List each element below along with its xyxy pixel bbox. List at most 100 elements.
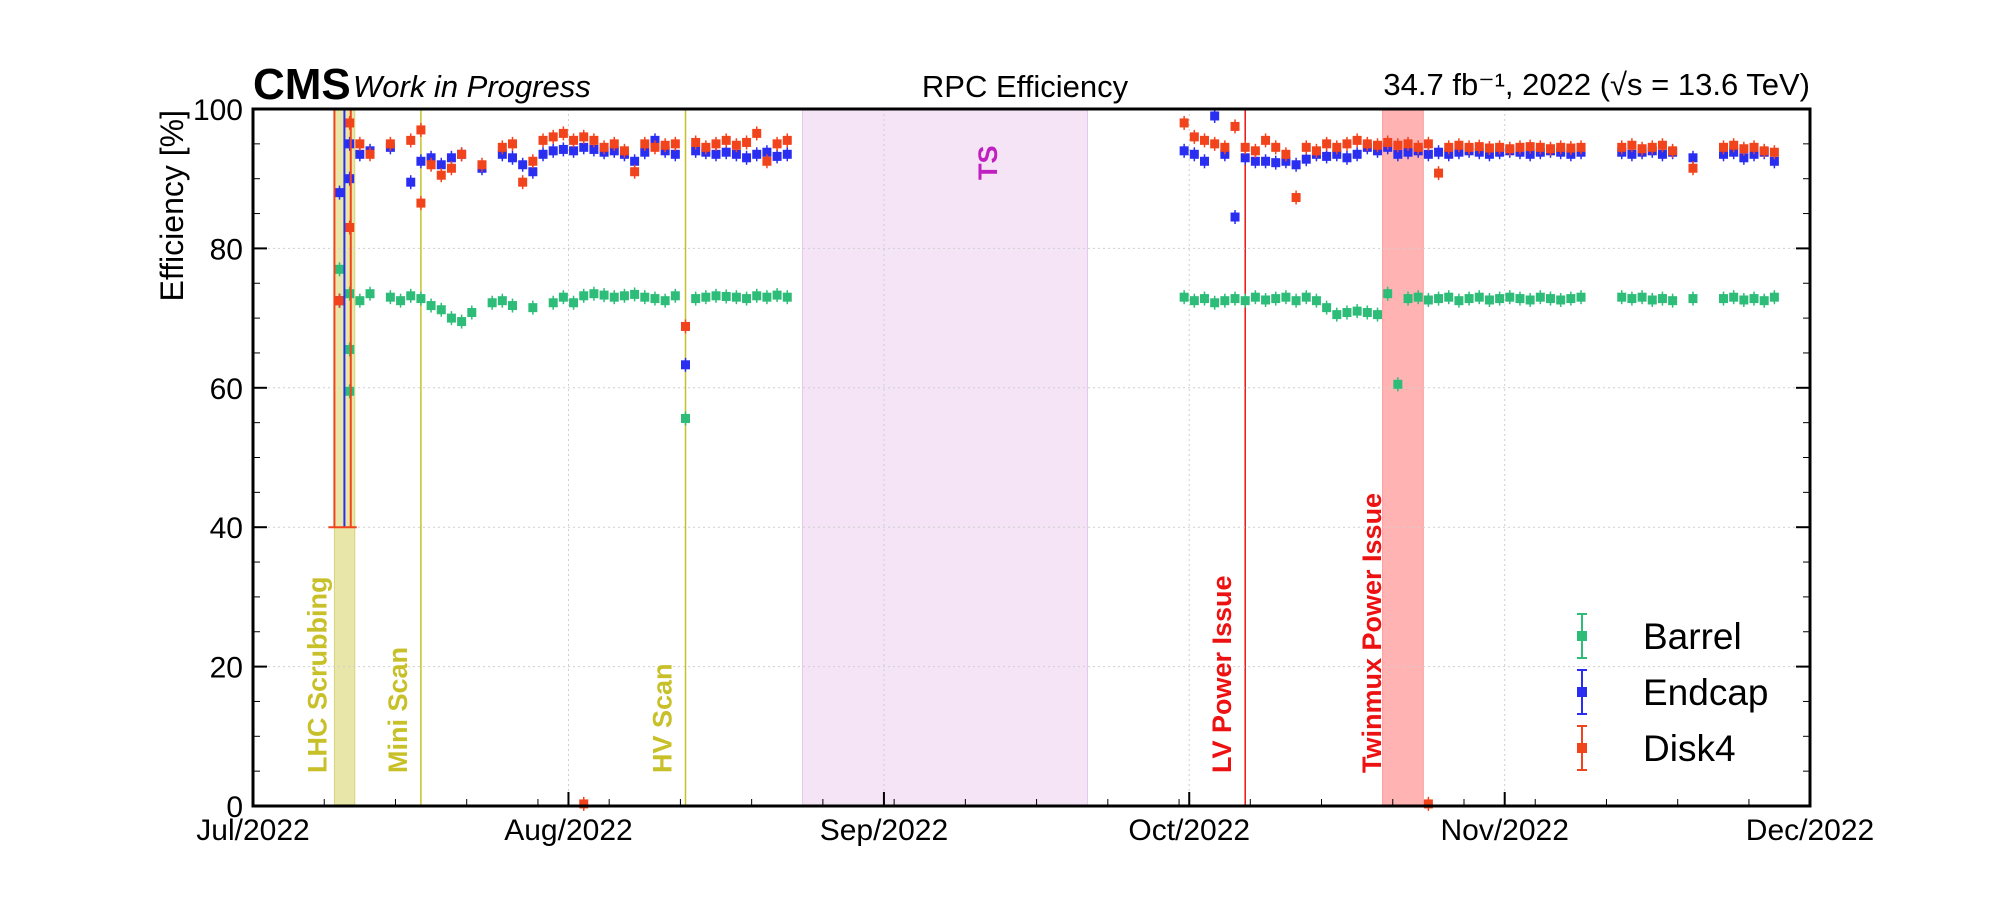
data-point-barrel	[1373, 307, 1382, 322]
data-point-endcap	[1322, 149, 1332, 164]
marker	[752, 128, 762, 138]
marker	[1332, 142, 1342, 152]
data-point-disk4	[1749, 140, 1759, 155]
data-point-barrel	[1749, 291, 1759, 306]
data-point-barrel	[660, 293, 670, 308]
data-point-barrel	[1617, 290, 1627, 305]
data-point-disk4	[508, 136, 517, 151]
marker	[1311, 296, 1321, 306]
marker	[1668, 296, 1678, 306]
marker	[1729, 140, 1739, 150]
data-point-disk4	[762, 154, 772, 169]
data-point-disk4	[579, 796, 589, 811]
data-point-disk4	[569, 133, 579, 148]
marker	[569, 298, 579, 308]
marker	[1434, 294, 1444, 304]
data-point-disk4	[1637, 141, 1647, 156]
data-point-barrel	[1759, 293, 1769, 308]
data-point-disk4	[1322, 136, 1332, 151]
marker	[772, 290, 782, 300]
data-point-barrel	[640, 290, 650, 305]
marker	[1383, 289, 1393, 299]
marker	[721, 291, 731, 301]
marker	[446, 313, 456, 323]
data-point-disk4	[1342, 136, 1352, 151]
data-point-disk4	[1566, 141, 1576, 156]
marker	[1566, 294, 1576, 304]
legend-entry-disk4: Disk4	[1577, 725, 1736, 771]
data-point-barrel	[1484, 292, 1494, 307]
data-point-endcap	[1261, 154, 1271, 169]
marker	[1515, 142, 1525, 152]
marker	[762, 292, 772, 302]
data-point-disk4	[1546, 141, 1555, 156]
data-point-barrel	[528, 300, 538, 315]
data-point-barrel	[1495, 291, 1505, 306]
data-point-disk4	[1769, 145, 1779, 160]
marker	[1332, 310, 1342, 320]
marker	[1535, 292, 1545, 302]
marker	[670, 149, 680, 159]
data-point-disk4	[609, 136, 619, 151]
data-point-barrel	[1739, 292, 1749, 307]
data-point-barrel	[742, 291, 752, 306]
marker	[345, 289, 355, 299]
marker	[558, 128, 568, 138]
data-point-disk4	[640, 136, 650, 151]
marker	[355, 296, 365, 306]
data-point-barrel	[396, 293, 406, 308]
annotation-label: LHC Scrubbing	[303, 577, 333, 774]
data-point-barrel	[345, 342, 355, 357]
data-point-barrel	[1668, 293, 1678, 308]
data-point-barrel	[365, 286, 375, 301]
marker	[589, 289, 599, 299]
marker	[508, 301, 517, 311]
data-point-disk4	[538, 133, 548, 148]
annotation-label: TS	[973, 145, 1003, 180]
data-point-disk4	[457, 147, 467, 162]
data-point-barrel	[1637, 290, 1647, 305]
marker	[579, 291, 589, 301]
marker	[538, 149, 548, 159]
marker	[355, 149, 365, 159]
data-point-barrel	[1342, 305, 1352, 320]
data-point-endcap	[345, 171, 355, 186]
marker	[772, 139, 782, 149]
marker	[782, 292, 792, 302]
marker	[1179, 146, 1189, 156]
marker	[579, 799, 589, 809]
marker	[558, 144, 568, 154]
marker	[1566, 143, 1576, 153]
marker	[426, 301, 436, 311]
data-point-barrel	[457, 314, 467, 329]
data-point-barrel	[508, 298, 517, 313]
data-point-disk4	[721, 133, 731, 148]
data-point-disk4	[1200, 133, 1209, 148]
marker	[416, 198, 426, 208]
marker	[1515, 294, 1525, 304]
marker	[1474, 142, 1484, 152]
status-label: Work in Progress	[353, 69, 591, 104]
data-point-barrel	[681, 411, 690, 426]
marker	[579, 142, 589, 152]
marker	[385, 292, 395, 302]
data-point-barrel	[609, 290, 619, 305]
data-point-disk4	[426, 157, 436, 172]
data-point-endcap	[548, 143, 558, 158]
marker	[335, 188, 344, 198]
marker	[436, 305, 446, 315]
marker	[1230, 212, 1240, 222]
marker	[1484, 295, 1494, 305]
marker	[436, 160, 446, 170]
marker	[1688, 163, 1698, 173]
marker	[1474, 292, 1484, 302]
marker	[640, 292, 650, 302]
data-point-disk4	[691, 135, 701, 150]
data-point-disk4	[1535, 140, 1545, 155]
marker	[599, 290, 609, 300]
data-point-barrel	[335, 262, 344, 277]
marker	[1759, 146, 1769, 156]
marker	[345, 118, 355, 128]
marker	[670, 139, 680, 149]
marker	[1250, 146, 1260, 156]
